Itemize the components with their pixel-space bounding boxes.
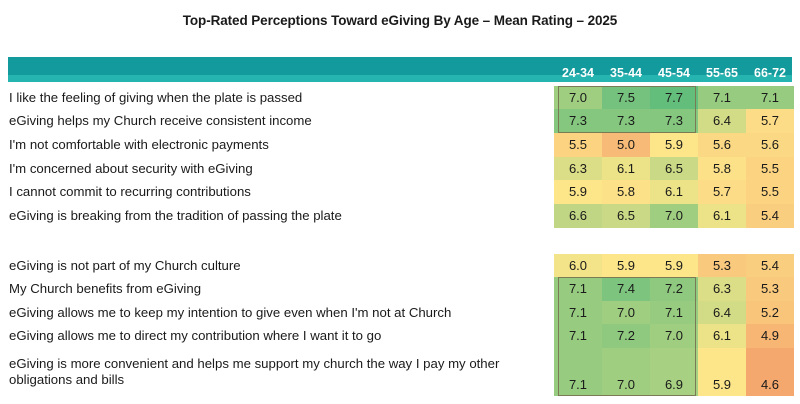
row-label: I like the feeling of giving when the pl… [9, 89, 303, 105]
chart-title: Top-Rated Perceptions Toward eGiving By … [182, 13, 618, 28]
heatmap-cell: 7.0 [650, 324, 698, 348]
heatmap-cell: 4.9 [746, 324, 794, 348]
row-label-line: obligations and bills [9, 372, 125, 387]
heatmap-cell: 5.4 [746, 204, 794, 228]
heatmap-cell: 6.9 [650, 348, 698, 396]
heatmap-cell: 7.1 [650, 301, 698, 324]
heatmap-cell: 5.9 [698, 348, 746, 396]
heatmap-cell: 5.6 [746, 133, 794, 157]
column-header: 55-65 [706, 66, 738, 80]
heatmap-cell: 5.8 [698, 157, 746, 180]
heatmap-cell: 7.1 [554, 277, 602, 301]
heatmap-cell: 5.9 [650, 254, 698, 277]
row-label: eGiving helps my Church receive consiste… [9, 113, 312, 128]
row-label: I cannot commit to recurring contributio… [9, 184, 251, 199]
heatmap-cell: 5.9 [650, 133, 698, 157]
heatmap-cell: 7.3 [554, 109, 602, 133]
heatmap-cell: 6.3 [554, 157, 602, 180]
heatmap-cell: 7.5 [602, 86, 650, 109]
row-label: eGiving is breaking from the tradition o… [9, 208, 342, 223]
header-band-lower [8, 75, 792, 82]
row-label: eGiving is not part of my Church culture [9, 257, 241, 273]
heatmap-cell: 7.1 [746, 86, 794, 109]
heatmap-cell: 4.6 [746, 348, 794, 396]
heatmap-cell: 7.4 [602, 277, 650, 301]
heatmap-cell: 5.2 [746, 301, 794, 324]
heatmap-cell: 6.1 [602, 157, 650, 180]
heatmap-cell: 6.4 [698, 109, 746, 133]
column-header: 66-72 [754, 66, 786, 80]
heatmap-cell: 7.0 [650, 204, 698, 228]
heatmap-cell: 7.3 [602, 109, 650, 133]
heatmap-cell: 5.5 [746, 180, 794, 204]
heatmap-cell: 7.1 [554, 348, 602, 396]
row-label-line: eGiving is more convenient and helps me … [9, 356, 500, 371]
heatmap-cell: 7.1 [554, 324, 602, 348]
row-label: eGiving allows me to direct my contribut… [9, 328, 382, 343]
heatmap-cell: 6.0 [554, 254, 602, 277]
heatmap-cell: 5.8 [602, 180, 650, 204]
column-header: 24-34 [562, 66, 594, 80]
row-label: eGiving allows me to keep my intention t… [9, 304, 452, 320]
heatmap-cell: 5.3 [698, 254, 746, 277]
heatmap-cell: 5.4 [746, 254, 794, 277]
heatmap-cell: 6.5 [602, 204, 650, 228]
heatmap-cell: 5.0 [602, 133, 650, 157]
heatmap-cell: 6.1 [698, 324, 746, 348]
heatmap-cell: 6.1 [650, 180, 698, 204]
heatmap-cell: 7.0 [602, 348, 650, 396]
row-label: My Church benefits from eGiving [9, 281, 202, 296]
row-label: I'm concerned about security with eGivin… [9, 160, 253, 176]
row-label: eGiving is more convenient and helps me … [9, 356, 499, 388]
heatmap-cell: 7.0 [602, 301, 650, 324]
heatmap-cell: 5.6 [698, 133, 746, 157]
heatmap-cell: 5.7 [746, 109, 794, 133]
heatmap-cell: 5.7 [698, 180, 746, 204]
heatmap-cell: 7.7 [650, 86, 698, 109]
heatmap-cell: 5.9 [554, 180, 602, 204]
heatmap-cell: 6.6 [554, 204, 602, 228]
row-label: I'm not comfortable with electronic paym… [9, 137, 269, 152]
heatmap-cell: 7.0 [554, 86, 602, 109]
heatmap-cell: 6.4 [698, 301, 746, 324]
column-header: 45-54 [658, 66, 690, 80]
heatmap-cell: 7.3 [650, 109, 698, 133]
heatmap-cell: 7.1 [698, 86, 746, 109]
column-header: 35-44 [610, 66, 642, 80]
heatmap-cell: 5.5 [554, 133, 602, 157]
heatmap-cell: 5.3 [746, 277, 794, 301]
heatmap-cell: 7.1 [554, 301, 602, 324]
heatmap-cell: 5.9 [602, 254, 650, 277]
heatmap-cell: 6.5 [650, 157, 698, 180]
heatmap-cell: 6.1 [698, 204, 746, 228]
heatmap-cell: 7.2 [602, 324, 650, 348]
heatmap-cell: 7.2 [650, 277, 698, 301]
heatmap-cell: 5.5 [746, 157, 794, 180]
heatmap-cell: 6.3 [698, 277, 746, 301]
